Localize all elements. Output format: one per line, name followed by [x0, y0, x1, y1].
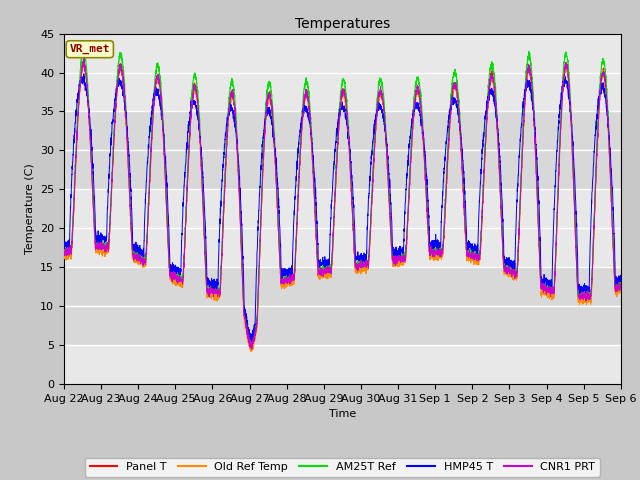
Old Ref Temp — [468, 256, 476, 262]
Panel T — [60, 249, 68, 255]
Line: HMP45 T: HMP45 T — [64, 74, 621, 341]
Panel T — [161, 150, 168, 156]
CNR1 PRT — [468, 252, 476, 258]
AM25T Ref — [499, 246, 507, 252]
Bar — [64, 34, 621, 72]
Panel T — [248, 345, 255, 351]
AM25T Ref — [322, 266, 330, 272]
Old Ref Temp — [80, 60, 88, 66]
HMP45 T — [80, 71, 88, 77]
AM25T Ref — [436, 249, 444, 254]
Text: VR_met: VR_met — [70, 44, 110, 54]
Panel T — [80, 58, 88, 63]
AM25T Ref — [60, 245, 68, 251]
AM25T Ref — [161, 141, 168, 147]
Old Ref Temp — [616, 290, 624, 296]
HMP45 T — [499, 218, 507, 224]
Old Ref Temp — [322, 274, 330, 280]
HMP45 T — [248, 338, 255, 344]
Old Ref Temp — [617, 288, 625, 294]
Bar — [64, 345, 621, 384]
Old Ref Temp — [247, 348, 255, 354]
Bar — [64, 150, 621, 189]
Old Ref Temp — [161, 155, 168, 160]
CNR1 PRT — [616, 281, 624, 287]
CNR1 PRT — [248, 346, 255, 352]
Panel T — [499, 254, 507, 260]
CNR1 PRT — [436, 250, 444, 256]
CNR1 PRT — [617, 286, 625, 292]
AM25T Ref — [616, 283, 624, 288]
Panel T — [617, 284, 625, 290]
Panel T — [436, 248, 444, 254]
Bar — [64, 267, 621, 306]
AM25T Ref — [79, 48, 87, 54]
CNR1 PRT — [322, 269, 330, 275]
Line: Panel T: Panel T — [64, 60, 621, 348]
CNR1 PRT — [80, 55, 88, 61]
HMP45 T — [322, 258, 330, 264]
Old Ref Temp — [499, 256, 507, 262]
Y-axis label: Temperature (C): Temperature (C) — [24, 163, 35, 254]
Line: CNR1 PRT: CNR1 PRT — [64, 58, 621, 349]
Panel T — [468, 253, 476, 259]
Line: AM25T Ref: AM25T Ref — [64, 51, 621, 346]
AM25T Ref — [247, 343, 255, 349]
Panel T — [616, 282, 624, 288]
CNR1 PRT — [161, 152, 168, 158]
Old Ref Temp — [436, 254, 444, 260]
Bar — [64, 72, 621, 111]
Old Ref Temp — [60, 254, 68, 260]
Title: Temperatures: Temperatures — [295, 17, 390, 31]
X-axis label: Time: Time — [329, 409, 356, 419]
Bar — [64, 228, 621, 267]
HMP45 T — [161, 136, 168, 142]
CNR1 PRT — [499, 252, 507, 258]
HMP45 T — [436, 243, 444, 249]
AM25T Ref — [617, 283, 625, 289]
HMP45 T — [468, 242, 476, 248]
HMP45 T — [60, 240, 68, 245]
AM25T Ref — [468, 250, 476, 255]
Line: Old Ref Temp: Old Ref Temp — [64, 63, 621, 351]
HMP45 T — [617, 276, 625, 282]
Legend: Panel T, Old Ref Temp, AM25T Ref, HMP45 T, CNR1 PRT: Panel T, Old Ref Temp, AM25T Ref, HMP45 … — [85, 457, 600, 477]
CNR1 PRT — [60, 250, 68, 255]
HMP45 T — [616, 277, 624, 283]
Bar — [64, 306, 621, 345]
Bar — [64, 189, 621, 228]
Bar — [64, 111, 621, 150]
Panel T — [322, 270, 330, 276]
